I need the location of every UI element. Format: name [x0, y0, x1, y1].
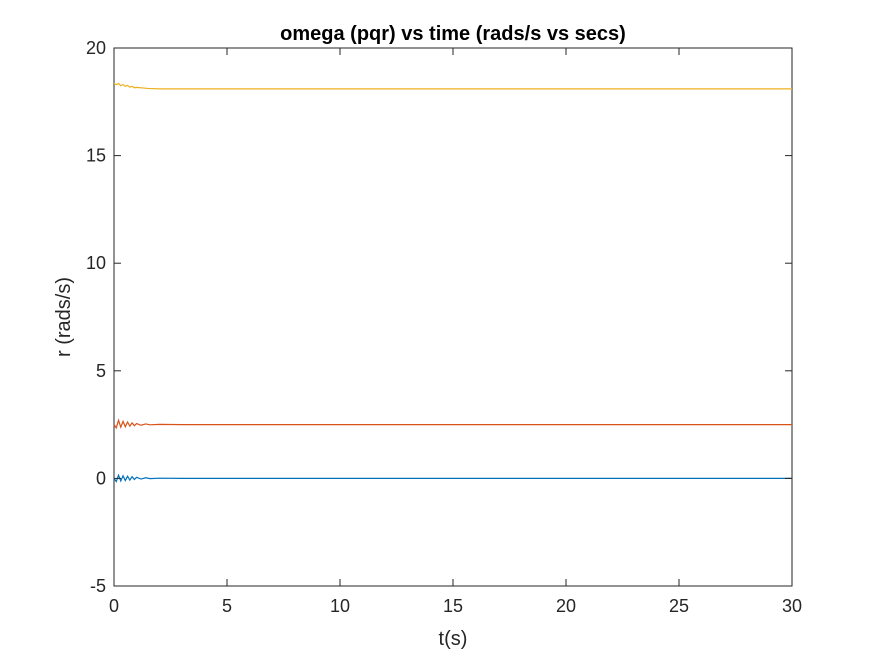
series-line-1	[113, 473, 792, 483]
axes-box	[113, 47, 793, 587]
x-axis-label: t(s)	[439, 628, 468, 650]
x-tick-label: 10	[330, 596, 350, 616]
x-tick-label: 15	[443, 596, 463, 616]
x-tick-label: 5	[222, 596, 232, 616]
y-tick-label: 20	[86, 38, 106, 58]
y-tick-label: 10	[86, 253, 106, 273]
y-tick-label: 15	[86, 146, 106, 166]
y-axis-label: r (rads/s)	[53, 277, 75, 357]
series-layer	[113, 82, 792, 483]
x-tick-label: 25	[669, 596, 689, 616]
x-tick-label: 20	[556, 596, 576, 616]
y-tick-label: 5	[96, 361, 106, 381]
series-line-3	[113, 82, 792, 90]
y-tick-label: 0	[96, 468, 106, 488]
x-tick-label: 0	[109, 596, 119, 616]
x-tick-label: 30	[782, 596, 802, 616]
y-tick-label: -5	[90, 576, 106, 596]
chart-title: omega (pqr) vs time (rads/s vs secs)	[280, 23, 626, 45]
series-line-2	[113, 418, 792, 430]
